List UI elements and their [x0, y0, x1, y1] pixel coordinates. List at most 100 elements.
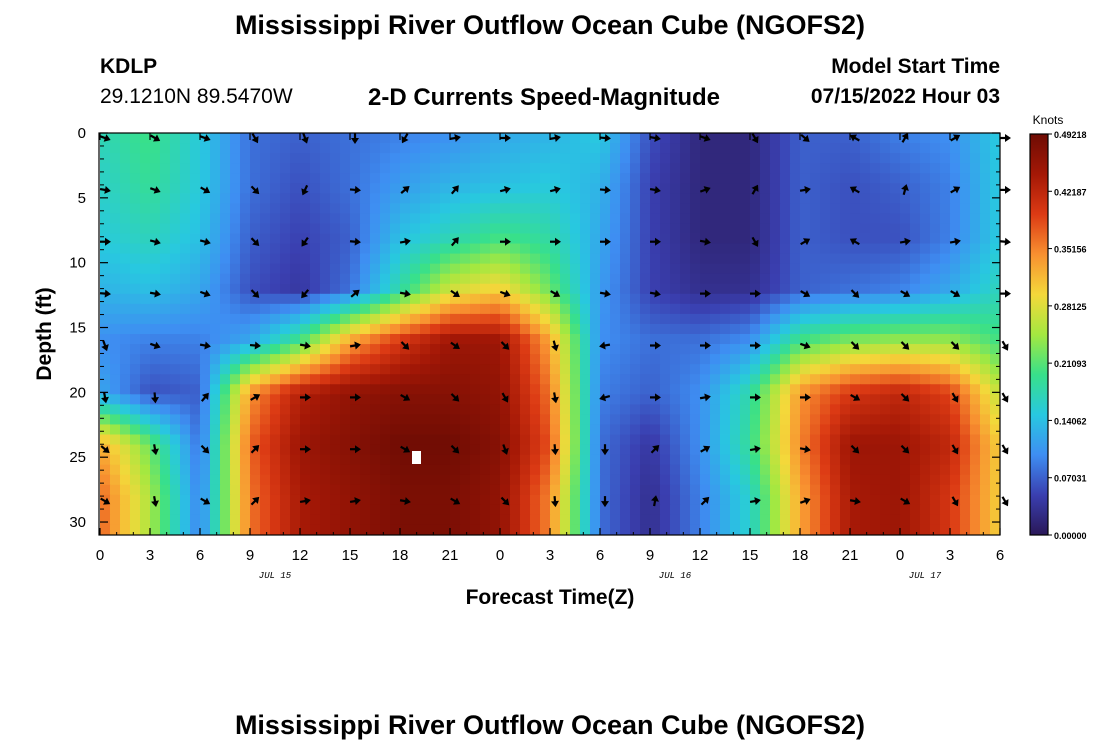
heatmap-cell [650, 163, 661, 174]
heatmap-cell [750, 504, 761, 516]
heatmap-cell [280, 153, 291, 164]
heatmap-cell [850, 374, 861, 385]
heatmap-cell [630, 173, 641, 184]
heatmap-cell [440, 183, 451, 194]
heatmap-cell [730, 514, 741, 526]
second-chart-title: Mississippi River Outflow Ocean Cube (NG… [234, 710, 866, 740]
heatmap-cell [230, 394, 241, 405]
heatmap-cell [470, 454, 481, 466]
heatmap-cell [480, 213, 491, 225]
current-arrow [850, 341, 860, 350]
heatmap-cell [400, 464, 411, 476]
heatmap-cell [470, 384, 481, 395]
heatmap-cell [220, 524, 231, 535]
heatmap-cell [840, 153, 851, 164]
heatmap-cell [180, 283, 191, 295]
heatmap-cell [770, 143, 781, 154]
heatmap-cell [310, 253, 321, 265]
heatmap-cell [620, 203, 631, 214]
heatmap-cell [670, 203, 681, 214]
current-arrow [500, 237, 511, 246]
heatmap-cell [910, 364, 921, 375]
heatmap-cell [370, 404, 381, 415]
heatmap-cell [460, 514, 471, 526]
heatmap-cell [360, 323, 371, 335]
heatmap-cell [400, 223, 411, 235]
heatmap-cell [740, 364, 751, 375]
heatmap-cell [750, 163, 761, 174]
heatmap-cell [600, 153, 611, 164]
heatmap-cell [480, 344, 491, 355]
heatmap-cell [600, 524, 611, 535]
heatmap-cell [820, 344, 831, 355]
heatmap-cell [690, 354, 701, 365]
heatmap-cell [450, 223, 461, 235]
heatmap-cell [880, 364, 891, 375]
heatmap-cell [710, 183, 721, 194]
heatmap-cell [350, 514, 361, 526]
heatmap-cell [800, 253, 811, 265]
heatmap-cell [920, 233, 931, 245]
current-arrow [700, 341, 711, 350]
heatmap-cell [290, 153, 301, 164]
heatmap-cell [580, 404, 591, 415]
current-arrow [250, 393, 261, 401]
x-tick-label: 3 [546, 547, 554, 564]
heatmap-cell [810, 293, 821, 305]
heatmap-cell [920, 143, 931, 154]
heatmap-cell [680, 303, 691, 315]
heatmap-cell [970, 273, 981, 285]
heatmap-cell [160, 163, 171, 174]
heatmap-cell [860, 203, 871, 214]
heatmap-cell [490, 223, 501, 235]
heatmap-cell [630, 504, 641, 516]
heatmap-cell [560, 143, 571, 154]
heatmap-cell [170, 514, 181, 526]
heatmap-cell [700, 374, 711, 385]
heatmap-cell [680, 364, 691, 375]
current-arrow [149, 341, 161, 350]
heatmap-cell [710, 334, 721, 345]
heatmap-cell [440, 283, 451, 295]
heatmap-cell [370, 444, 381, 456]
heatmap-cell [950, 384, 961, 395]
heatmap-cell [530, 514, 541, 526]
heatmap-cell [670, 183, 681, 194]
current-arrow [400, 341, 410, 350]
heatmap-cell [580, 434, 591, 446]
heatmap-cell [210, 163, 221, 174]
heatmap-cell [360, 354, 371, 365]
heatmap-cell [700, 514, 711, 526]
heatmap-cell [620, 163, 631, 174]
heatmap-cell [440, 484, 451, 496]
heatmap-cell [680, 454, 691, 466]
heatmap-cell [880, 263, 891, 275]
heatmap-cell [730, 283, 741, 295]
heatmap-cell [230, 243, 241, 255]
heatmap-cell [720, 303, 731, 315]
heatmap-cell [210, 424, 221, 436]
heatmap-cell [560, 273, 571, 285]
heatmap-cell [150, 293, 161, 305]
heatmap-cell [610, 283, 621, 295]
heatmap-cell [770, 223, 781, 235]
heatmap-cell [530, 213, 541, 225]
heatmap-cell [730, 273, 741, 285]
heatmap-cell [390, 454, 401, 466]
heatmap-cell [990, 273, 1000, 285]
heatmap-cell [990, 303, 1000, 315]
heatmap-cell [360, 173, 371, 184]
heatmap-cell [300, 323, 311, 335]
heatmap-cell [660, 514, 671, 526]
heatmap-cell [220, 514, 231, 526]
heatmap-cell [110, 313, 121, 325]
heatmap-cell [170, 434, 181, 446]
heatmap-cell [510, 273, 521, 285]
heatmap-cell [330, 273, 341, 285]
heatmap-cell [930, 293, 941, 305]
heatmap-cell [520, 334, 531, 345]
heatmap-cell [150, 253, 161, 265]
heatmap-cell [690, 293, 701, 305]
heatmap-cell [740, 303, 751, 315]
heatmap-cell [340, 163, 351, 174]
